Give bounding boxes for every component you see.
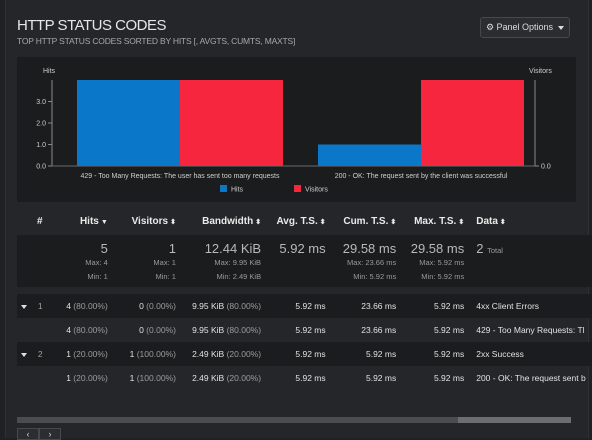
panel-title: HTTP STATUS CODES (17, 17, 167, 34)
summary-max-ts: 29.58 ms Max: 5.92 ms Min: 5.92 ms (401, 235, 470, 287)
scrollbar-thumb[interactable] (458, 417, 571, 423)
sort-icon: ⬍ (458, 218, 465, 226)
expand-toggle-icon[interactable] (20, 353, 27, 357)
bar-visitors[interactable] (421, 80, 524, 166)
bar-hits[interactable] (318, 144, 421, 167)
sort-icon: ⬍ (390, 218, 397, 226)
col-header-cum-ts[interactable]: Cum. T.S. ⬍ (343, 215, 397, 227)
sort-icon: ⬍ (319, 218, 326, 226)
legend-swatch (294, 185, 301, 192)
summary-data: 2 Total (469, 235, 592, 287)
bar-chart: Hits Visitors 0.0 1.0 2.0 3.0 0.0 429 - Too… (36, 68, 552, 194)
col-header-max-ts[interactable]: Max. T.S. ⬍ (414, 215, 465, 227)
sort-icon: ⬍ (255, 218, 262, 226)
x-tick-label: 200 - OK: The request sent by the client… (335, 173, 508, 180)
col-header-bandwidth[interactable]: Bandwidth ⬍ (202, 215, 262, 227)
legend-swatch (220, 185, 227, 192)
left-tick-label: 0.0 (36, 164, 46, 171)
table-row[interactable]: 2 1 (20.00%) 1 (100.00%) 2.49 KiB (20.00… (17, 342, 592, 366)
right-axis-label: Visitors (529, 68, 552, 75)
next-page-button[interactable]: › (39, 428, 61, 440)
right-tick-label: 0.0 (541, 164, 551, 171)
table-header-row: # Hits ▼ Visitors ⬍ Bandwidth ⬍ Avg. T.S. ⬍ … (17, 207, 592, 235)
left-axis-label: Hits (43, 68, 56, 75)
pagination: ‹ › (17, 428, 61, 440)
panel-options-label: ⚙ Panel Options (485, 22, 554, 32)
panel-options-button[interactable]: ⚙ Panel Options (480, 17, 570, 38)
summary-bandwidth: 12.44 KiB Max: 9.95 KiB Min: 2.49 KiB (180, 235, 267, 287)
col-header-hits[interactable]: Hits ▼ (79, 215, 108, 227)
table-row[interactable]: 4 (80.00%) 0 (0.00%) 9.95 KiB (80.00%) 5… (66, 325, 585, 335)
expand-toggle-icon[interactable] (20, 305, 27, 309)
status-codes-table: # Hits ▼ Visitors ⬍ Bandwidth ⬍ Avg. T.S. ⬍ … (17, 207, 592, 390)
summary-visitors: 1 Max: 1 Min: 1 (112, 235, 181, 287)
sort-icon: ⬍ (170, 218, 176, 226)
legend-label: Hits (231, 187, 244, 194)
summary-cum-ts: 29.58 ms Max: 23.66 ms Min: 5.92 ms (330, 235, 402, 287)
col-header-visitors[interactable]: Visitors ⬍ (131, 215, 176, 227)
col-header-num: # (37, 215, 43, 227)
table-row[interactable]: 1 (20.00%) 1 (100.00%) 2.49 KiB (20.00%)… (66, 373, 586, 383)
summary-hits: 5 Max: 4 Min: 1 (47, 235, 113, 287)
left-tick-label: 3.0 (36, 99, 46, 106)
chart-area: Hits Visitors 0.0 1.0 2.0 3.0 0.0 429 - Too… (17, 57, 576, 202)
caret-down-icon (558, 25, 565, 30)
bar-hits[interactable] (77, 80, 180, 166)
col-header-data[interactable]: Data ⬍ (476, 215, 506, 227)
left-tick-label: 1.0 (36, 142, 46, 149)
x-tick-label: 429 - Too Many Requests: The user has se… (81, 173, 280, 180)
sort-desc-icon: ▼ (100, 218, 108, 226)
prev-page-button[interactable]: ‹ (17, 428, 39, 440)
bar-visitors[interactable] (180, 80, 283, 166)
legend-label: Visitors (305, 187, 328, 194)
horizontal-scrollbar[interactable] (17, 417, 571, 423)
sort-icon: ⬍ (499, 218, 506, 226)
left-tick-label: 2.0 (36, 121, 46, 128)
panel-subtitle: TOP HTTP STATUS CODES SORTED BY HITS [, … (17, 36, 296, 46)
summary-row: 5 Max: 4 Min: 1 1 Max: 1 Min: 1 12.44 Ki… (17, 235, 592, 287)
table-row[interactable]: 1 4 (80.00%) 0 (0.00%) 9.95 KiB (80.00%)… (17, 294, 592, 318)
summary-avg-ts: 5.92 ms (266, 235, 331, 287)
col-header-avg-ts[interactable]: Avg. T.S. ⬍ (276, 215, 326, 227)
